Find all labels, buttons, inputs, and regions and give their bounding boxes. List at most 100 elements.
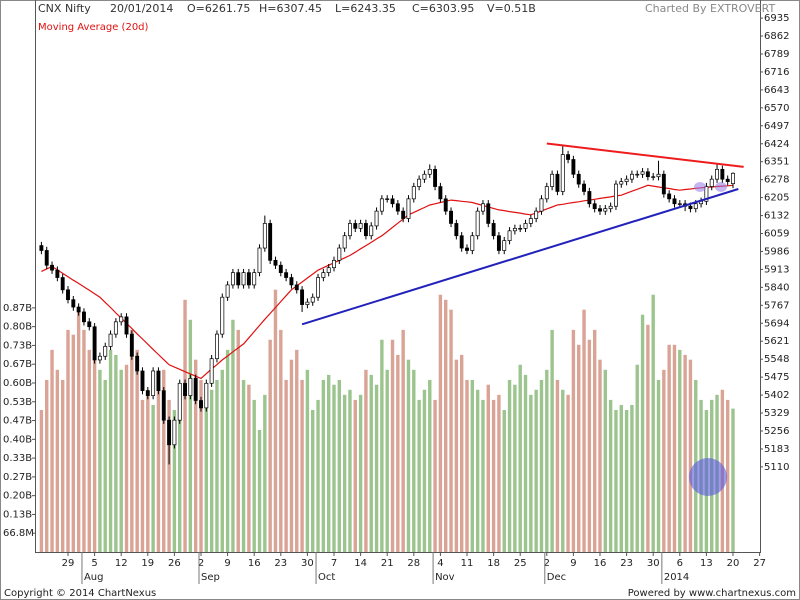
y-tick-label: 5767: [764, 300, 789, 311]
volume-bar: [731, 408, 735, 552]
volume-bar: [401, 329, 405, 552]
volume-bar: [337, 379, 342, 552]
volume-bar: [353, 399, 357, 552]
candle-body: [704, 186, 709, 202]
volume-bar: [156, 389, 161, 552]
volume-bar: [678, 349, 682, 552]
volume-bar: [241, 379, 246, 552]
volume-bar: [342, 394, 347, 552]
x-tick-label: 4: [437, 558, 443, 569]
volume-bar: [39, 410, 44, 552]
volume-bar: [646, 324, 650, 552]
candle-body: [321, 272, 326, 278]
y-tick-label: 6862: [764, 31, 789, 42]
volume-bar: [135, 349, 139, 552]
volume-bar: [529, 394, 533, 552]
volume-bar: [470, 379, 475, 552]
copyright: Copyright © 2014 ChartNexus: [4, 588, 156, 599]
volume-bar: [295, 349, 299, 552]
axis-layer: 5110518352565329540254755548562156945767…: [3, 0, 789, 584]
candle-body: [363, 223, 368, 237]
candle-body: [417, 178, 422, 187]
x-tick-label: 25: [514, 558, 527, 569]
volume-bar: [247, 384, 251, 552]
x-tick-label: 21: [381, 558, 394, 569]
volume-bar: [167, 399, 171, 552]
candle-body: [401, 210, 406, 219]
candle-body: [177, 382, 182, 421]
volume-bar: [507, 379, 512, 552]
legend-entry: Moving Average (20d): [38, 22, 149, 33]
highlight: [694, 182, 706, 192]
credit: Charted By EXTROVERT: [645, 2, 775, 15]
candle-body: [278, 264, 283, 273]
volume-bar: [50, 349, 54, 552]
volume-bar: [523, 374, 528, 552]
volume-bar: [183, 299, 187, 552]
volume-bar: [45, 379, 49, 552]
month-label: Nov: [435, 572, 455, 583]
high-value: H=6307.45: [259, 2, 322, 15]
volume-bar: [193, 359, 198, 552]
volume-bar: [571, 329, 576, 552]
candle-body: [289, 277, 294, 286]
candle-body: [241, 272, 246, 286]
candle-body: [688, 205, 693, 210]
candle-body: [284, 272, 289, 278]
volume-bar: [204, 399, 209, 552]
x-tick-label: 7: [331, 558, 337, 569]
volume-bar: [502, 410, 506, 552]
y-tick-label: 6643: [764, 85, 789, 96]
month-label: Dec: [547, 572, 566, 583]
volume-bar: [497, 394, 501, 552]
volume-bar: [624, 410, 629, 552]
volume-bar: [311, 410, 315, 552]
volume-bar: [108, 349, 113, 552]
candle-body: [661, 173, 666, 195]
trend-line: [301, 188, 739, 326]
candle-body: [82, 311, 86, 323]
candle-body: [443, 198, 448, 212]
volume-bar: [215, 379, 219, 552]
x-tick-label: 9: [570, 558, 576, 569]
candle-body: [651, 176, 656, 178]
candle-body: [188, 378, 193, 396]
highlight: [715, 182, 727, 192]
volume-bar: [124, 364, 129, 552]
candle-body: [433, 168, 438, 187]
volume-bar: [273, 289, 278, 552]
y-tick-label: 5402: [764, 390, 789, 401]
candle-body: [422, 173, 427, 180]
volume-bar: [305, 369, 310, 552]
candle-body: [534, 210, 539, 219]
y-tick-label: 5110: [764, 462, 789, 473]
candle-body: [576, 173, 581, 185]
candle-body: [209, 358, 214, 384]
candle-body: [592, 203, 597, 210]
candle-body: [725, 178, 730, 182]
volume-bar: [236, 329, 240, 552]
volume-bar: [140, 399, 145, 552]
y-tick-label: 6278: [764, 175, 789, 186]
candle-body: [353, 223, 358, 229]
trend-line: [546, 142, 744, 168]
candle-body: [199, 400, 203, 409]
candle-body: [135, 355, 140, 372]
volume-tick-label: 66.8M: [3, 528, 34, 539]
volume-bar: [374, 384, 379, 552]
candle-body: [528, 218, 533, 224]
candle-body: [151, 370, 156, 396]
candle-body: [390, 198, 395, 205]
x-tick-label: 11: [461, 558, 474, 569]
volume-bar: [438, 294, 443, 552]
volume-bar: [146, 389, 150, 552]
volume-bar: [630, 404, 634, 552]
candle-body: [60, 277, 65, 291]
volume-tick-label: 0.47B: [3, 416, 32, 427]
candle-body: [454, 223, 459, 237]
volume-tick-label: 0.80B: [3, 322, 32, 333]
candle-body: [502, 240, 507, 251]
volume-bar: [667, 344, 671, 552]
y-tick-label: 6059: [764, 229, 789, 240]
volume-bar: [582, 309, 586, 552]
